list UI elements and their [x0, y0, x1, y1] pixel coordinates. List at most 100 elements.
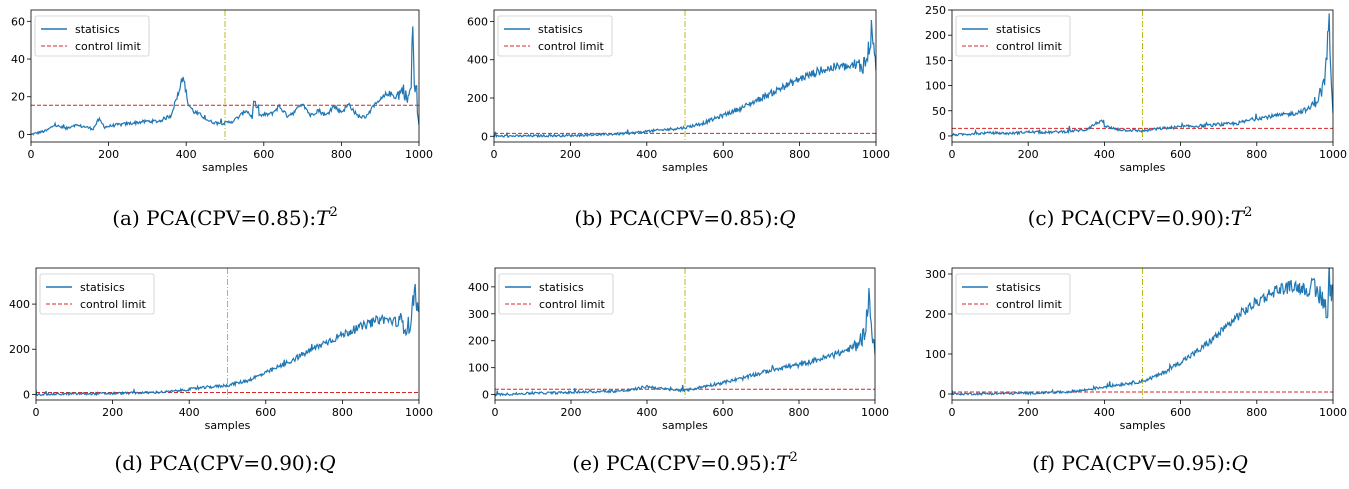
- legend: statisics control limit: [39, 273, 155, 315]
- x-axis-label: samples: [1120, 161, 1166, 174]
- y-tick-label: 150: [925, 54, 946, 67]
- plot-frame: [494, 267, 876, 401]
- x-tick-label: 800: [332, 406, 353, 419]
- x-tick-label: 0: [949, 148, 956, 161]
- x-tick-label: 600: [1170, 148, 1191, 161]
- x-tick-label: 200: [102, 406, 123, 419]
- statistic-series-line: [494, 19, 876, 139]
- y-tick-label: 200: [467, 92, 488, 105]
- x-tick-label: 600: [255, 406, 276, 419]
- x-tick-label: 0: [949, 406, 956, 419]
- x-tick-label: 1000: [405, 406, 433, 419]
- legend: statisics control limit: [498, 273, 614, 315]
- x-axis-label: samples: [662, 161, 708, 174]
- chart-panel-b: 0 200 400 600 800 1000 0 200 400 600 samples statis…: [467, 9, 890, 230]
- y-tick-label: 200: [925, 29, 946, 42]
- legend-limit-label: control limit: [75, 40, 142, 53]
- x-tick-label: 0: [491, 148, 498, 161]
- x-tick-label: 400: [1094, 148, 1115, 161]
- statistic-series-line: [952, 268, 1333, 397]
- legend: statisics control limit: [34, 15, 150, 57]
- y-tick-label: 0: [23, 388, 30, 401]
- x-tick-label: 0: [492, 406, 499, 419]
- plot-frame: [951, 9, 1334, 143]
- legend-stat-label: statisics: [539, 281, 584, 294]
- panel-caption: (f) PCA(CPV=0.95):Q: [1032, 451, 1248, 475]
- legend-stat-label: statisics: [996, 281, 1041, 294]
- x-tick-label: 600: [713, 406, 734, 419]
- panel-caption: (b) PCA(CPV=0.85):Q: [574, 206, 795, 230]
- y-tick-label: 100: [468, 362, 489, 375]
- x-tick-label: 600: [713, 148, 734, 161]
- legend-limit-label: control limit: [538, 40, 605, 53]
- panel-caption: (c) PCA(CPV=0.90):T2: [1028, 205, 1253, 230]
- plot-frame: [951, 267, 1334, 401]
- legend: statisics control limit: [955, 15, 1071, 57]
- y-tick-label: 600: [467, 15, 488, 28]
- y-tick-label: 0: [481, 130, 488, 143]
- statistic-series-line: [952, 13, 1333, 137]
- plot-frame: [35, 267, 420, 401]
- y-tick-label: 200: [9, 343, 30, 356]
- x-tick-label: 400: [1094, 406, 1115, 419]
- y-tick-label: 400: [467, 54, 488, 67]
- x-tick-label: 800: [1246, 406, 1267, 419]
- legend-stat-label: statisics: [80, 281, 125, 294]
- x-tick-label: 1000: [862, 148, 890, 161]
- x-tick-label: 800: [1246, 148, 1267, 161]
- legend-stat-label: statisics: [75, 23, 120, 36]
- y-tick-label: 0: [482, 389, 489, 402]
- y-tick-label: 250: [925, 4, 946, 17]
- panel-caption: (e) PCA(CPV=0.95):T2: [572, 450, 797, 475]
- x-tick-label: 600: [253, 148, 274, 161]
- y-tick-label: 400: [468, 281, 489, 294]
- statistic-series-line: [495, 288, 875, 397]
- y-tick-label: 100: [925, 80, 946, 93]
- x-tick-label: 200: [1018, 406, 1039, 419]
- x-tick-label: 1000: [1319, 406, 1347, 419]
- x-tick-label: 200: [1018, 148, 1039, 161]
- y-tick-label: 20: [11, 91, 25, 104]
- legend-limit-label: control limit: [539, 298, 606, 311]
- x-tick-label: 600: [1170, 406, 1191, 419]
- y-tick-label: 40: [11, 53, 25, 66]
- x-tick-label: 200: [560, 148, 581, 161]
- y-tick-label: 200: [925, 308, 946, 321]
- legend-stat-label: statisics: [538, 23, 583, 36]
- x-tick-label: 0: [33, 406, 40, 419]
- plot-frame: [30, 9, 420, 143]
- y-tick-label: 0: [18, 128, 25, 141]
- y-tick-label: 300: [468, 308, 489, 321]
- x-tick-label: 400: [636, 148, 657, 161]
- y-tick-label: 200: [468, 335, 489, 348]
- y-tick-label: 0: [939, 388, 946, 401]
- x-tick-label: 0: [28, 148, 35, 161]
- x-tick-label: 800: [789, 406, 810, 419]
- x-axis-label: samples: [1120, 419, 1166, 432]
- x-tick-label: 1000: [861, 406, 889, 419]
- y-tick-label: 400: [9, 298, 30, 311]
- plot-frame: [493, 9, 877, 143]
- x-axis-label: samples: [202, 161, 248, 174]
- chart-panel-e: 0 200 400 600 800 1000 0 100 200 300 400 samples sta…: [468, 267, 889, 475]
- panel-caption: (a) PCA(CPV=0.85):T2: [112, 205, 338, 230]
- x-tick-label: 1000: [1319, 148, 1347, 161]
- y-tick-label: 50: [932, 105, 946, 118]
- legend-stat-label: statisics: [996, 23, 1041, 36]
- x-tick-label: 800: [331, 148, 352, 161]
- y-tick-label: 100: [925, 348, 946, 361]
- statistic-series-line: [36, 283, 419, 397]
- chart-panel-c: 0 200 400 600 800 1000 0 50 100 150 200 250 samples s…: [925, 4, 1347, 230]
- x-axis-label: samples: [205, 419, 251, 432]
- x-tick-label: 1000: [405, 148, 433, 161]
- x-tick-label: 400: [176, 148, 197, 161]
- legend: statisics control limit: [497, 15, 613, 57]
- y-tick-label: 0: [939, 130, 946, 143]
- chart-panel-f: 0 200 400 600 800 1000 0 100 200 300 samples statis…: [925, 267, 1347, 475]
- legend: statisics control limit: [955, 273, 1071, 315]
- chart-panel-a: 0 200 400 600 800 1000 0 20 40 60 samples statisics…: [11, 9, 433, 230]
- x-tick-label: 200: [561, 406, 582, 419]
- statistic-series-line: [31, 26, 419, 136]
- y-tick-label: 300: [925, 268, 946, 281]
